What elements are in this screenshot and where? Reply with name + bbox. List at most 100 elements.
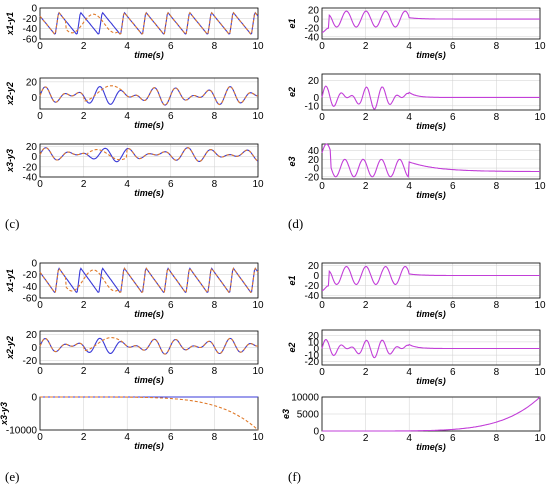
x-axis-label: time(s): [416, 50, 446, 60]
chart-f3: 0 2 4 6 8 10 10000 5000 0 time(s) e3: [281, 393, 546, 453]
x-axis-label: time(s): [134, 50, 164, 60]
y-axis-label: e2: [287, 87, 297, 97]
x-tick-label: 6: [168, 300, 174, 311]
x-tick-label: 8: [494, 41, 500, 52]
panel-label-c: (c): [5, 216, 20, 231]
x-tick-label: 0: [319, 112, 325, 123]
x-tick-label: 2: [363, 300, 369, 311]
x-tick-label: 6: [450, 367, 456, 378]
y-tick-label: -20: [305, 172, 320, 183]
x-tick-label: 4: [124, 111, 130, 122]
y-tick-label: 20: [308, 6, 320, 17]
y-axis-label: e1: [287, 18, 297, 28]
x-tick-label: 4: [406, 433, 412, 444]
x-tick-label: 4: [406, 112, 412, 123]
x-tick-label: 0: [37, 300, 43, 311]
chart-d2: 0 2 4 6 8 10 20 0-10 time(s) e2: [287, 73, 546, 131]
series-line-0: [322, 396, 541, 432]
y-tick-label: 0: [31, 4, 37, 15]
x-tick-label: 10: [534, 41, 546, 52]
y-tick-label: -60: [23, 294, 38, 305]
x-tick-label: 10: [534, 181, 546, 192]
y-axis-label: e3: [281, 409, 291, 419]
series-line-0: [321, 10, 540, 33]
x-axis-label: time(s): [134, 375, 164, 385]
y-tick-label: -20: [305, 357, 320, 368]
x-tick-label: 8: [212, 432, 218, 443]
series-line-1: [39, 337, 259, 355]
series-line-1: [39, 147, 259, 162]
x-tick-label: 10: [534, 433, 546, 444]
y-tick-label: -10: [305, 101, 320, 112]
x-tick-label: 0: [37, 179, 43, 190]
y-tick-label: 20: [308, 331, 320, 342]
x-tick-label: 0: [319, 181, 325, 192]
plot-frame: [321, 73, 541, 111]
x-tick-label: 6: [168, 111, 174, 122]
x-tick-label: 10: [534, 300, 546, 311]
x-tick-label: 8: [212, 111, 218, 122]
series-line-0: [321, 338, 540, 359]
x-tick-label: 6: [168, 41, 174, 52]
plot-frame: [39, 77, 259, 110]
x-tick-label: 8: [212, 300, 218, 311]
y-tick-label: -20: [305, 281, 320, 292]
y-axis-label: x1-y1: [5, 12, 15, 36]
x-axis-label: time(s): [134, 188, 164, 198]
y-tick-label: -40: [23, 24, 38, 35]
y-tick-label: 20: [26, 142, 38, 153]
x-axis-label: time(s): [416, 376, 446, 386]
y-tick-label: 0: [313, 427, 319, 438]
y-tick-label: 20: [308, 155, 320, 166]
series-line-0: [39, 267, 259, 293]
y-tick-label: 0: [313, 344, 319, 355]
y-tick-label: 0: [313, 271, 319, 282]
x-tick-label: 2: [81, 179, 87, 190]
x-tick-label: 4: [406, 300, 412, 311]
series-line-1: [39, 267, 259, 293]
x-tick-label: 0: [319, 300, 325, 311]
x-tick-label: 8: [212, 179, 218, 190]
y-tick-label: -10: [305, 351, 320, 362]
y-tick-label: 5000: [297, 410, 320, 421]
x-tick-label: 2: [81, 111, 87, 122]
x-axis-label: time(s): [416, 190, 446, 200]
y-tick-label: -40: [23, 282, 38, 293]
x-tick-label: 0: [37, 41, 43, 52]
y-tick-label: 20: [26, 330, 38, 341]
x-tick-label: 4: [124, 300, 130, 311]
panel-label-d: (d): [288, 216, 304, 231]
x-tick-label: 2: [363, 181, 369, 192]
panel-label-e: (e): [5, 469, 20, 484]
y-tick-label: 0: [31, 259, 37, 270]
y-axis-label: x2-y2: [5, 82, 15, 106]
series-line-0: [321, 143, 540, 178]
y-tick-label: -10000: [6, 426, 38, 437]
x-tick-label: 4: [406, 41, 412, 52]
x-tick-label: 8: [494, 433, 500, 444]
y-tick-label: -20: [23, 14, 38, 25]
x-tick-label: 6: [450, 300, 456, 311]
x-tick-label: 2: [363, 41, 369, 52]
x-tick-label: 4: [124, 41, 130, 52]
x-tick-label: 2: [81, 300, 87, 311]
plot-frame: [39, 330, 259, 365]
x-tick-label: 0: [319, 433, 325, 444]
x-tick-label: 6: [168, 179, 174, 190]
y-axis-label: e1: [287, 275, 297, 285]
x-tick-label: 10: [252, 300, 264, 311]
x-tick-label: 8: [494, 181, 500, 192]
y-axis-label: x2-y2: [5, 336, 15, 360]
y-axis-label: e3: [287, 156, 297, 166]
y-tick-label: 10: [308, 337, 320, 348]
series-line-1: [40, 396, 259, 431]
x-tick-label: 6: [450, 433, 456, 444]
x-axis-label: time(s): [134, 441, 164, 451]
x-tick-label: 2: [363, 433, 369, 444]
x-tick-label: 2: [81, 41, 87, 52]
